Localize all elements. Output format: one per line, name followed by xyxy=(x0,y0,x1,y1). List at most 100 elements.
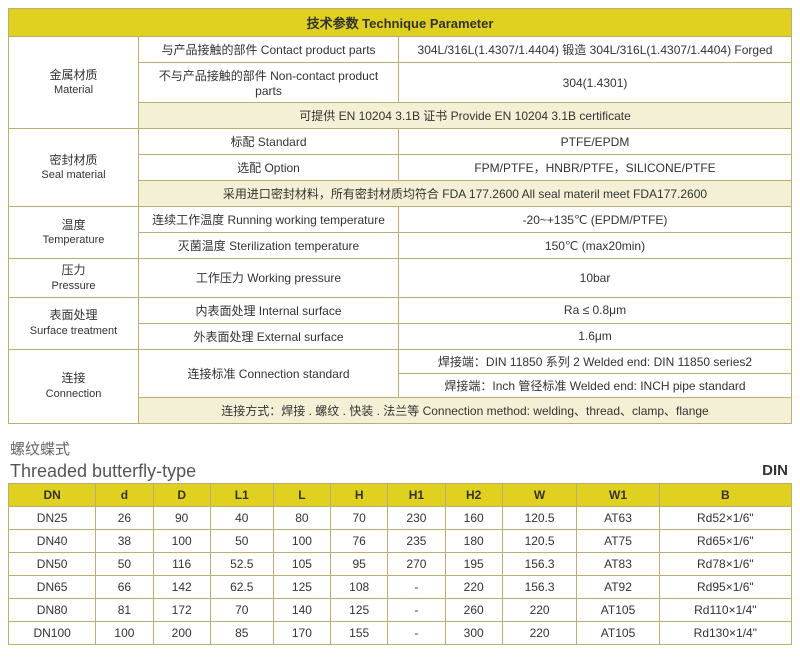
param-value: 304(1.4301) xyxy=(399,63,792,103)
dim-col-B: B xyxy=(659,483,791,506)
dim-cell: 156.3 xyxy=(502,575,577,598)
group-pressure: 压力 Pressure xyxy=(9,259,139,298)
dim-cell: Rd65×1/6" xyxy=(659,529,791,552)
param-label: 与产品接触的部件 Contact product parts xyxy=(139,37,399,63)
dim-col-H1: H1 xyxy=(388,483,445,506)
dim-cell: 70 xyxy=(210,598,273,621)
group-material: 金属材质 Material xyxy=(9,37,139,129)
dim-row: DN505011652.510595270195156.3AT83Rd78×1/… xyxy=(9,552,792,575)
dim-row: DN40381005010076235180120.5AT75Rd65×1/6" xyxy=(9,529,792,552)
dim-cell: 160 xyxy=(445,506,502,529)
dim-cell: Rd78×1/6" xyxy=(659,552,791,575)
dim-cell: AT92 xyxy=(577,575,659,598)
dim-cell: 172 xyxy=(153,598,210,621)
dim-col-H2: H2 xyxy=(445,483,502,506)
param-note: 连接方式：焊接 . 螺纹 . 快装 . 法兰等 Connection metho… xyxy=(139,397,792,423)
dim-cell: 76 xyxy=(331,529,388,552)
dim-cell: 125 xyxy=(331,598,388,621)
dim-cell: Rd130×1/4" xyxy=(659,621,791,644)
dim-cell: 100 xyxy=(153,529,210,552)
dim-cell: AT105 xyxy=(577,598,659,621)
dim-col-D: D xyxy=(153,483,210,506)
dim-col-d: d xyxy=(96,483,153,506)
dim-cell: 50 xyxy=(96,552,153,575)
dim-cell: 220 xyxy=(502,598,577,621)
dim-row: DN10010020085170155-300220AT105Rd130×1/4… xyxy=(9,621,792,644)
dim-cell: AT63 xyxy=(577,506,659,529)
dim-cell: DN80 xyxy=(9,598,96,621)
param-label: 工作压力 Working pressure xyxy=(139,259,399,298)
dim-cell: 230 xyxy=(388,506,445,529)
param-title: 技术参数 Technique Parameter xyxy=(9,9,792,37)
dim-cell: 142 xyxy=(153,575,210,598)
param-value: PTFE/EPDM xyxy=(399,129,792,155)
group-temp: 温度 Temperature xyxy=(9,207,139,259)
param-value: 304L/316L(1.4307/1.4404) 锻造 304L/316L(1.… xyxy=(399,37,792,63)
dim-cell: 120.5 xyxy=(502,506,577,529)
dim-cell: Rd110×1/4" xyxy=(659,598,791,621)
dim-row: DN252690408070230160120.5AT63Rd52×1/6" xyxy=(9,506,792,529)
dim-cell: 155 xyxy=(331,621,388,644)
dim-cell: 220 xyxy=(445,575,502,598)
dim-col-L1: L1 xyxy=(210,483,273,506)
dim-cell: 62.5 xyxy=(210,575,273,598)
group-seal: 密封材质 Seal material xyxy=(9,129,139,207)
dim-cell: 52.5 xyxy=(210,552,273,575)
dim-cell: 116 xyxy=(153,552,210,575)
dim-cell: - xyxy=(388,575,445,598)
dim-col-H: H xyxy=(331,483,388,506)
dim-row: DN656614262.5125108-220156.3AT92Rd95×1/6… xyxy=(9,575,792,598)
dim-cell: 66 xyxy=(96,575,153,598)
dim-cell: AT83 xyxy=(577,552,659,575)
dim-cell: DN40 xyxy=(9,529,96,552)
param-label: 标配 Standard xyxy=(139,129,399,155)
param-value-split: 焊接端：DIN 11850 系列 2 Welded end: DIN 11850… xyxy=(399,349,792,397)
group-surface: 表面处理 Surface treatment xyxy=(9,297,139,349)
param-label: 连接标准 Connection standard xyxy=(139,349,399,397)
dim-cell: 26 xyxy=(96,506,153,529)
dim-cell: 140 xyxy=(273,598,330,621)
param-note: 可提供 EN 10204 3.1B 证书 Provide EN 10204 3.… xyxy=(139,103,792,129)
dim-cell: Rd52×1/6" xyxy=(659,506,791,529)
dim-cell: 80 xyxy=(273,506,330,529)
dim-cell: 85 xyxy=(210,621,273,644)
dim-cell: 81 xyxy=(96,598,153,621)
dim-cell: 120.5 xyxy=(502,529,577,552)
dim-cell: 170 xyxy=(273,621,330,644)
dim-subtitle-cn: 螺纹蝶式 xyxy=(10,438,792,459)
dim-cell: DN65 xyxy=(9,575,96,598)
dim-col-W1: W1 xyxy=(577,483,659,506)
dim-row: DN808117270140125-260220AT105Rd110×1/4" xyxy=(9,598,792,621)
param-value: FPM/PTFE，HNBR/PTFE，SILICONE/PTFE xyxy=(399,155,792,181)
parameter-table: 技术参数 Technique Parameter 金属材质 Material 与… xyxy=(8,8,792,424)
dim-cell: Rd95×1/6" xyxy=(659,575,791,598)
param-label: 灭菌温度 Sterilization temperature xyxy=(139,233,399,259)
dim-cell: 180 xyxy=(445,529,502,552)
dim-cell: 50 xyxy=(210,529,273,552)
param-label: 内表面处理 Internal surface xyxy=(139,297,399,323)
dim-cell: DN100 xyxy=(9,621,96,644)
group-connection: 连接 Connection xyxy=(9,349,139,423)
dim-cell: DN25 xyxy=(9,506,96,529)
dim-cell: 156.3 xyxy=(502,552,577,575)
dim-cell: 125 xyxy=(273,575,330,598)
dim-cell: 38 xyxy=(96,529,153,552)
dim-cell: - xyxy=(388,598,445,621)
param-value: 10bar xyxy=(399,259,792,298)
param-label: 不与产品接触的部件 Non-contact product parts xyxy=(139,63,399,103)
param-value: 1.6μm xyxy=(399,323,792,349)
dim-cell: AT75 xyxy=(577,529,659,552)
dim-col-L: L xyxy=(273,483,330,506)
param-value: -20~+135℃ (EPDM/PTFE) xyxy=(399,207,792,233)
dim-cell: 100 xyxy=(273,529,330,552)
dim-cell: 105 xyxy=(273,552,330,575)
dim-cell: 108 xyxy=(331,575,388,598)
dim-cell: 195 xyxy=(445,552,502,575)
dim-cell: 270 xyxy=(388,552,445,575)
dim-cell: DN50 xyxy=(9,552,96,575)
dim-cell: 100 xyxy=(96,621,153,644)
param-label: 连续工作温度 Running working temperature xyxy=(139,207,399,233)
dim-col-DN: DN xyxy=(9,483,96,506)
dim-col-W: W xyxy=(502,483,577,506)
dim-cell: 200 xyxy=(153,621,210,644)
